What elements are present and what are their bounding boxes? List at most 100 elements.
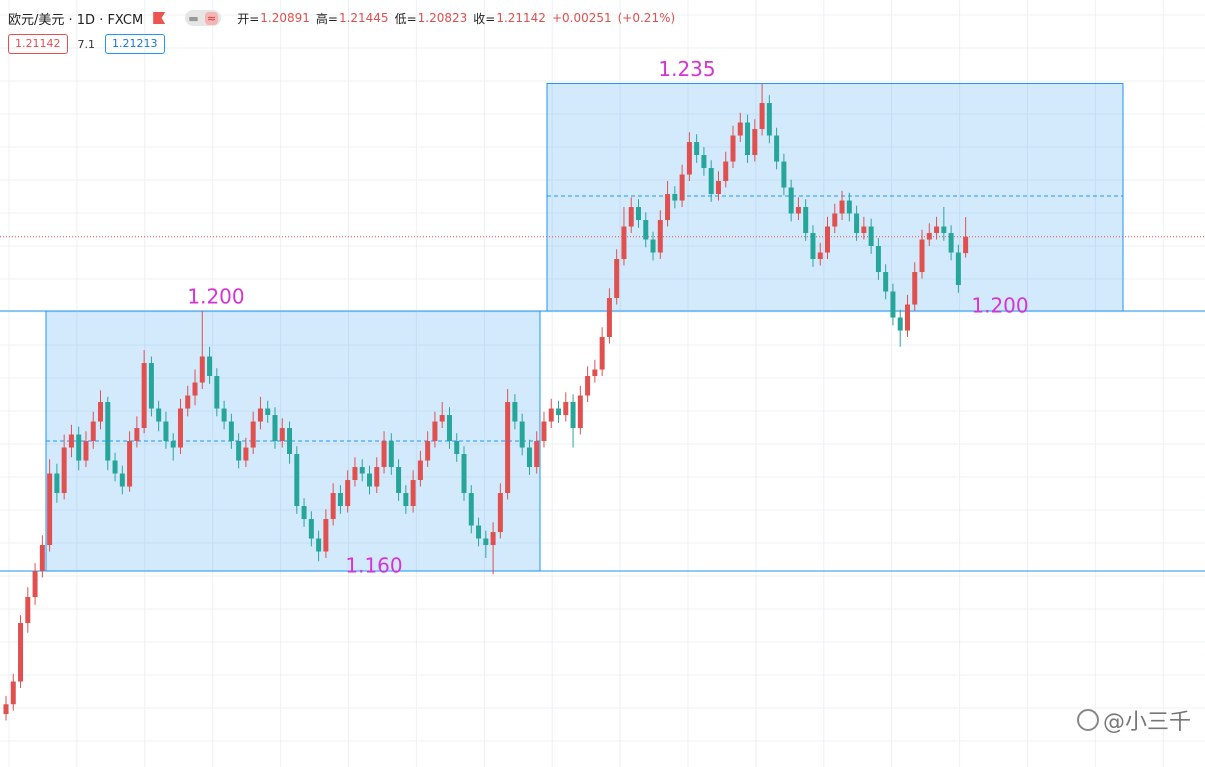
candle-body	[214, 376, 220, 409]
candle-body	[548, 408, 554, 422]
candle-body	[294, 454, 300, 507]
candle-body	[90, 421, 96, 442]
candle-body	[490, 532, 496, 546]
candle-body	[723, 161, 729, 182]
candle-body	[265, 408, 271, 416]
candle-body	[468, 493, 474, 526]
candle-body	[585, 376, 591, 396]
candle-body	[279, 428, 285, 442]
candle-body	[766, 103, 772, 136]
candle-body	[650, 239, 656, 253]
candle-body	[432, 421, 438, 442]
candle-body	[148, 363, 154, 409]
price-annotation: 1.200	[187, 285, 244, 309]
candle-body	[396, 467, 402, 494]
flag-icon[interactable]	[153, 12, 166, 24]
candle-body	[752, 129, 758, 156]
candle-body	[635, 207, 641, 221]
spread: 7.1	[77, 37, 96, 51]
toggle[interactable]: ▬ ≈	[185, 10, 222, 26]
candle-body	[795, 207, 801, 214]
candle-body	[32, 571, 38, 598]
candle-body	[577, 395, 583, 429]
candle-body	[381, 441, 387, 468]
price-annotation: 1.200	[971, 294, 1028, 318]
candle-body	[606, 298, 612, 338]
candle-body	[672, 194, 678, 201]
candle-body	[817, 252, 823, 260]
candle-body	[854, 213, 860, 234]
candle-body	[177, 408, 183, 448]
candle-body	[592, 369, 598, 377]
candle-body	[228, 421, 234, 442]
candle-body	[3, 704, 9, 715]
candle-body	[483, 538, 489, 546]
candle-body	[134, 428, 140, 442]
watermark-text: @小三千	[1102, 710, 1191, 735]
candle-body	[388, 441, 394, 468]
candle-body	[105, 402, 111, 461]
watermark-icon	[1076, 709, 1099, 731]
candle-body	[119, 473, 125, 487]
candle-body	[526, 447, 532, 468]
candle-body	[156, 408, 162, 422]
candle-body	[512, 402, 518, 422]
candle-body	[963, 236, 969, 254]
candle-body	[686, 142, 692, 175]
candle-body	[788, 187, 794, 214]
candle-body	[417, 460, 423, 481]
price-annotation: 1.235	[658, 57, 715, 81]
candle-body	[439, 415, 445, 422]
candle-body	[374, 467, 380, 487]
candle-body	[614, 259, 620, 299]
high-label: 高=	[315, 11, 338, 26]
close-value: 1.21142	[496, 11, 546, 25]
symbol: 欧元/美元 · 1D · FXCM	[8, 12, 144, 28]
candle-body	[10, 681, 16, 705]
candle-body	[861, 226, 867, 234]
candle-body	[98, 402, 104, 422]
candle-body	[359, 467, 365, 474]
candle-body	[476, 525, 482, 539]
candle-body	[425, 441, 431, 461]
candle-body	[803, 207, 809, 234]
candle-body	[243, 447, 249, 461]
candle-body	[781, 161, 787, 188]
candle-body	[926, 233, 932, 240]
candle-body	[352, 467, 358, 481]
candle-body	[657, 220, 663, 253]
candle-body	[694, 142, 700, 156]
candle-body	[679, 174, 685, 201]
candle-body	[272, 415, 278, 442]
open-value: 1.20891	[260, 11, 310, 25]
ask-badge: 1.21213	[105, 34, 165, 54]
candle-body	[410, 480, 416, 507]
candle-body	[890, 291, 896, 318]
header: 欧元/美元 · 1D · FXCM ▬ ≈ 开= 1.20891 高= 1.21445…	[8, 8, 681, 28]
candle-body	[61, 447, 67, 494]
candle-body	[934, 226, 940, 234]
candle-body	[192, 382, 198, 396]
candle-body	[83, 441, 89, 461]
candle-body	[54, 473, 60, 494]
candle-body	[875, 246, 881, 273]
candle-body	[839, 200, 845, 214]
candle-body	[941, 226, 947, 234]
candle-body	[127, 441, 133, 487]
candle-body	[904, 304, 910, 331]
candle-body	[628, 207, 634, 227]
candle-body	[18, 623, 24, 682]
candle-body	[832, 213, 838, 227]
candle-body	[141, 363, 147, 429]
candle-body	[236, 441, 242, 461]
candle-body	[257, 408, 263, 422]
candle-body	[367, 473, 372, 487]
candle-body	[316, 538, 322, 552]
candle-body	[337, 493, 343, 507]
open-label: 开=	[237, 11, 260, 26]
high-value: 1.21445	[338, 11, 389, 25]
candle-body	[330, 493, 336, 520]
candle-body	[76, 434, 82, 461]
candle-body	[505, 402, 511, 494]
